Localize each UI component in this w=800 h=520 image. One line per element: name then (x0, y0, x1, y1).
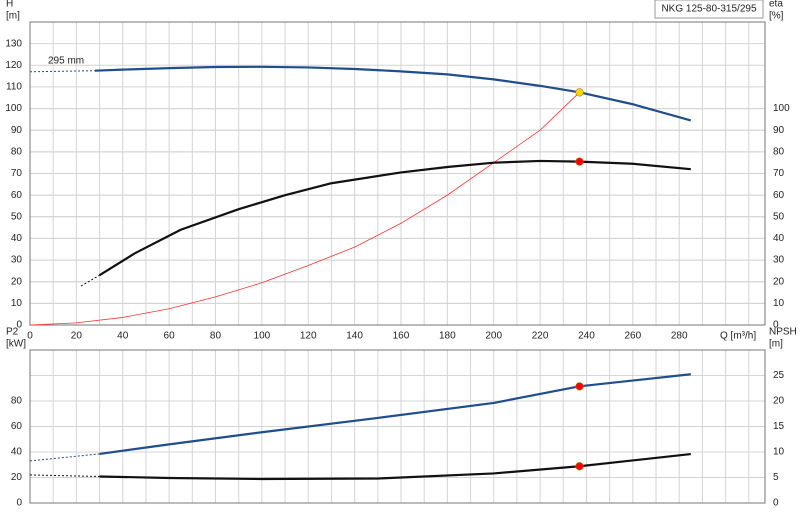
y2-tick-label: 70 (773, 168, 785, 179)
y2-axis-label: [m] (769, 339, 783, 350)
x-tick-label: 260 (624, 331, 641, 342)
x-tick-label: 0 (27, 331, 33, 342)
y-tick-label: 60 (11, 190, 23, 201)
y2-tick-label: 10 (773, 447, 785, 458)
x-tick-label: 60 (164, 331, 176, 342)
chart-panel: 0 20 40 60 80 0 5 10 15 20 25 P2[kW] NPSH[m] (6, 327, 797, 509)
y2-tick-label: 20 (773, 276, 785, 287)
y2-tick-label: 20 (773, 396, 785, 407)
y-axis-label: P2 (6, 327, 19, 338)
y-tick-label: 10 (11, 298, 23, 309)
y-tick-label: 80 (11, 396, 23, 407)
x-tick-label: 20 (71, 331, 83, 342)
y-tick-label: 20 (11, 276, 23, 287)
curve (94, 65, 692, 122)
y2-tick-label: 30 (773, 255, 785, 266)
x-tick-label: 80 (210, 331, 222, 342)
operating-point (575, 88, 584, 97)
y2-tick-label: 15 (773, 421, 785, 432)
y-tick-label: 30 (11, 255, 23, 266)
y2-tick-label: 100 (773, 103, 790, 114)
operating-point (575, 462, 584, 471)
y2-tick-label: 50 (773, 211, 785, 222)
plot-frame (29, 349, 766, 504)
y-tick-label: 120 (5, 60, 22, 71)
y2-axis-label: [%] (769, 11, 784, 22)
x-tick-label: 140 (346, 331, 363, 342)
operating-point (575, 382, 584, 391)
chart-panel: 0 20 40 60 80 100 120 140 160 180 200 220 240 260 2800… (5, 0, 790, 342)
y2-tick-label: 25 (773, 370, 785, 381)
plot-frame (29, 21, 766, 326)
y-tick-label: 70 (11, 168, 23, 179)
y-axis-label: H (6, 0, 13, 10)
curve (98, 159, 691, 277)
y-axis-label: [kW] (6, 339, 26, 350)
y2-tick-label: 0 (773, 320, 779, 331)
y-tick-label: 0 (16, 498, 22, 509)
curve (99, 373, 691, 455)
y2-tick-label: 5 (773, 472, 779, 483)
curve-annotation: 295 mm (48, 56, 84, 67)
x-tick-label: 120 (300, 331, 317, 342)
y2-tick-label: 60 (773, 190, 785, 201)
y2-tick-label: 40 (773, 233, 785, 244)
y-tick-label: 110 (6, 82, 22, 93)
title-box (654, 0, 764, 19)
x-tick-label: 40 (117, 331, 129, 342)
curve (29, 92, 580, 326)
x-tick-label: 160 (393, 331, 410, 342)
y2-tick-label: 0 (773, 498, 779, 509)
x-tick-label: 240 (578, 331, 595, 342)
x-axis-label: Q [m³/h] (720, 331, 756, 342)
y2-tick-label: 90 (773, 125, 785, 136)
y-tick-label: 40 (11, 233, 23, 244)
y-tick-label: 60 (11, 421, 23, 432)
y2-axis-label: NPSH (769, 327, 797, 338)
y-tick-label: 20 (11, 472, 23, 483)
chart-title: NKG 125-80-315/295 (661, 4, 757, 15)
x-tick-label: 220 (532, 331, 549, 342)
curve (29, 70, 95, 73)
x-tick-label: 200 (485, 331, 502, 342)
y-tick-label: 90 (11, 125, 23, 136)
x-tick-label: 280 (671, 331, 688, 342)
operating-point (575, 157, 584, 166)
y-tick-label: 0 (16, 320, 22, 331)
y-axis-label: [m] (6, 11, 20, 22)
curve (29, 453, 100, 462)
y2-tick-label: 80 (773, 146, 785, 157)
curve (29, 474, 100, 477)
x-tick-label: 100 (254, 331, 271, 342)
y-tick-label: 50 (11, 211, 23, 222)
y-tick-label: 80 (11, 146, 23, 157)
y2-tick-label: 10 (773, 298, 785, 309)
y2-axis-label: eta (769, 0, 783, 10)
y-tick-label: 100 (5, 103, 22, 114)
y-tick-label: 130 (5, 38, 22, 49)
curve (80, 274, 100, 287)
x-tick-label: 180 (439, 331, 456, 342)
y-tick-label: 40 (11, 447, 23, 458)
curve (99, 452, 691, 481)
